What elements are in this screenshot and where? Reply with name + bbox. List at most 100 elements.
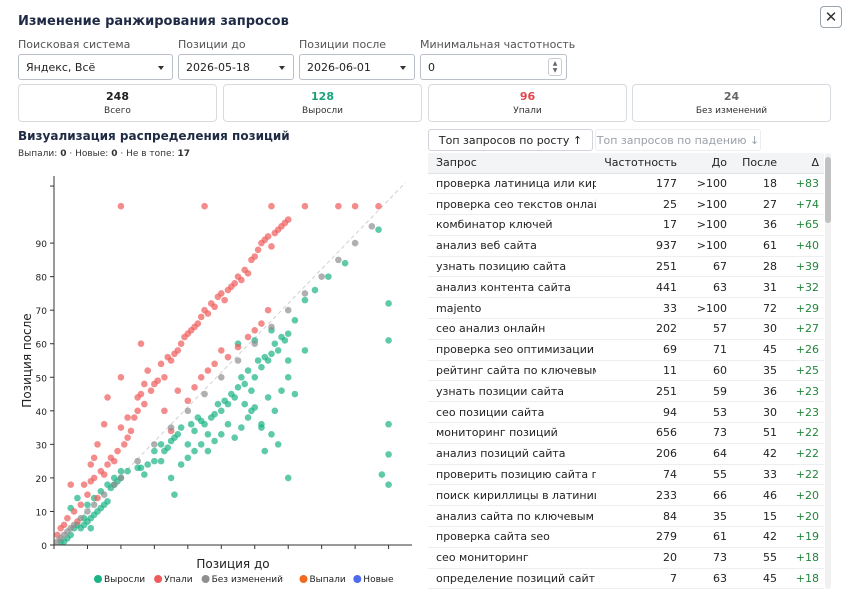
data-point [244, 367, 252, 374]
after-cell: 42 [732, 443, 782, 465]
legend-label: Упали [164, 575, 193, 585]
data-point [110, 457, 118, 465]
before-cell: >100 [682, 193, 732, 216]
table-row[interactable]: узнать позиции сайта 251 59 36 +23 [428, 380, 824, 403]
caret-down-icon [158, 66, 164, 70]
delta-cell: +65 [782, 214, 824, 236]
frequency-cell: 7 [596, 568, 682, 589]
table-row[interactable]: анализ веб сайта 937 >100 61 +40 [428, 235, 824, 257]
y-tick-label: 60 [36, 341, 48, 351]
table-row[interactable]: комбинатор ключей 17 >100 36 +65 [428, 214, 824, 236]
table-row[interactable]: рейтинг сайта по ключевым... 11 60 35 +25 [428, 360, 824, 382]
delta-cell: +26 [782, 339, 824, 361]
data-point [161, 373, 168, 381]
table-row[interactable]: узнать позицию сайта 251 67 28 +39 [428, 256, 824, 278]
delta-cell: +27 [782, 318, 824, 340]
data-point [234, 384, 242, 391]
data-point [201, 202, 208, 210]
before-cell: 63 [682, 276, 732, 299]
query-cell: определение позиций сайт... [428, 568, 596, 589]
data-point [238, 424, 245, 431]
table-row[interactable]: проверка seo оптимизации ... 69 71 45 +26 [428, 339, 824, 361]
data-point [151, 441, 158, 448]
tab-top-growth[interactable]: Топ запросов по росту ↑ [428, 129, 593, 151]
data-point [234, 343, 242, 351]
query-cell: проверка латиница или кир... [428, 173, 596, 195]
stat-value: 96 [519, 90, 536, 103]
frequency-cell: 74 [596, 464, 682, 486]
data-point [114, 447, 121, 455]
data-point [211, 410, 218, 418]
table-row[interactable]: анализ контента сайта 441 63 31 +32 [428, 276, 824, 299]
table-row[interactable]: majento 33 >100 72 +29 [428, 297, 824, 320]
table-row[interactable]: поиск кириллицы в латинице 233 66 46 +20 [428, 484, 824, 507]
table-row[interactable]: сео анализ онлайн 202 57 30 +27 [428, 318, 824, 340]
column-header-frequency[interactable]: Частотность [596, 153, 682, 174]
legend-swatch [299, 575, 308, 583]
data-point [157, 441, 165, 448]
table-row[interactable]: анализ сайта по ключевым ... 84 35 15 +20 [428, 505, 824, 528]
data-point [104, 498, 111, 505]
data-point [60, 521, 68, 529]
y-tick-label: 0 [41, 542, 47, 552]
table-row[interactable]: проверка сайта seo 279 61 42 +19 [428, 526, 824, 548]
input-value: 0 [428, 60, 435, 74]
query-cell: проверка сео текстов онлайн [428, 193, 596, 216]
after-cell: 61 [732, 235, 782, 257]
data-point [385, 451, 392, 458]
close-button[interactable]: ✕ [820, 6, 842, 28]
number-stepper[interactable]: ▲ ▼ [548, 58, 562, 76]
date-after-select[interactable]: 2026-06-01 [299, 54, 415, 80]
data-point [191, 447, 198, 455]
query-cell: узнать позицию сайта [428, 256, 596, 278]
column-header-delta[interactable]: Δ [782, 153, 824, 174]
chart-summary: Выпали: 0 · Новые: 0 · Не в топе: 17 [18, 149, 190, 159]
data-point [385, 300, 392, 307]
table-scrollbar[interactable] [825, 153, 831, 589]
table-row[interactable]: сео позиции сайта 94 53 30 +23 [428, 401, 824, 424]
tab-top-decline[interactable]: Топ запросов по падению ↓ [595, 129, 761, 151]
search-engine-select[interactable]: Яндекс, Всё [18, 54, 173, 80]
data-point [141, 380, 148, 388]
fell-out-count: 0 [60, 149, 67, 159]
after-cell: 36 [732, 380, 782, 403]
stat-label: Упали [513, 106, 542, 116]
data-point [127, 427, 135, 435]
data-point [264, 233, 272, 240]
data-point [351, 239, 359, 247]
table-row[interactable]: сео мониторинг 20 73 55 +18 [428, 547, 824, 569]
filter-label: Поисковая система [18, 38, 131, 51]
table-row[interactable]: мониторинг позиций 656 73 51 +22 [428, 422, 824, 444]
data-point [147, 387, 155, 394]
data-point [284, 216, 292, 223]
date-before-select[interactable]: 2026-05-18 [178, 54, 294, 80]
table-row[interactable]: проверка сео текстов онлайн 25 >100 27 +74 [428, 193, 824, 216]
stat-value: 248 [106, 90, 129, 103]
data-point [268, 323, 275, 331]
data-point [251, 340, 259, 348]
data-point [84, 508, 91, 515]
data-point [117, 373, 125, 381]
table-row[interactable]: анализ позиций сайта 206 64 42 +22 [428, 443, 824, 465]
min-frequency-input[interactable]: 0 ▲ ▼ [420, 54, 567, 80]
data-point [104, 481, 111, 488]
data-point [224, 400, 232, 408]
table-row[interactable]: определение позиций сайт... 7 63 45 +18 [428, 568, 824, 589]
legend-label: Выпали [310, 575, 346, 585]
frequency-cell: 206 [596, 443, 682, 465]
data-point [94, 441, 101, 448]
column-header-query[interactable]: Запрос [428, 153, 596, 174]
fell-out-label: Выпали: [18, 149, 58, 159]
query-cell: сео мониторинг [428, 547, 596, 569]
data-point [100, 471, 108, 478]
delta-cell: +18 [782, 547, 824, 569]
data-point [201, 390, 208, 398]
table-row[interactable]: проверить позицию сайта п... 74 55 33 +22 [428, 464, 824, 486]
column-header-before[interactable]: До [682, 153, 732, 174]
data-point [284, 474, 292, 482]
table-row[interactable]: проверка латиница или кир... 177 >100 18 +83 [428, 173, 824, 195]
after-cell: 33 [732, 464, 782, 486]
scrollbar-thumb[interactable] [825, 157, 831, 223]
column-header-after[interactable]: После [732, 153, 782, 174]
data-point [301, 290, 309, 297]
